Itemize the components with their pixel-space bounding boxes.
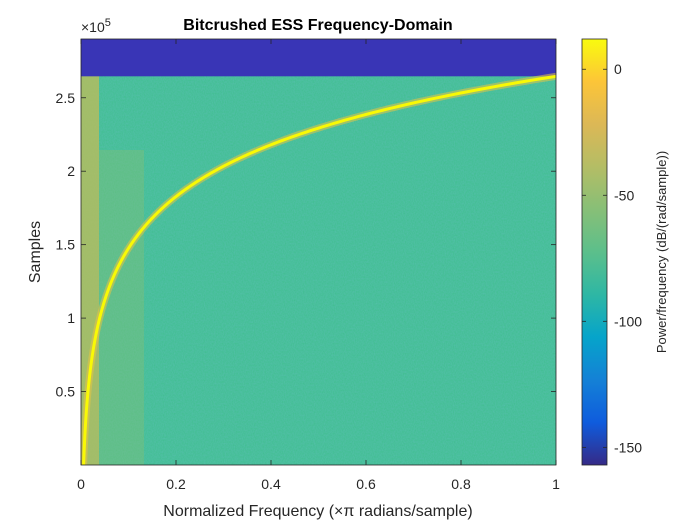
y-axis-label: Samples	[27, 221, 44, 283]
colorbar-tick-label: 0	[614, 61, 622, 77]
x-tick-label: 0.4	[261, 476, 281, 492]
x-tick-label: 0	[77, 476, 85, 492]
x-tick-label: 0.6	[356, 476, 376, 492]
x-tick-label: 0.2	[166, 476, 186, 492]
colorbar-label: Power/frequency (dB/(rad/sample))	[654, 151, 669, 353]
low-frequency-band	[81, 74, 99, 465]
colorbar-gradient	[582, 39, 607, 465]
colorbar-tick-label: -50	[614, 187, 634, 203]
plot-area	[81, 39, 556, 465]
chart-title: Bitcrushed ESS Frequency-Domain	[183, 17, 452, 34]
y-tick-label: 2.5	[56, 90, 76, 106]
colorbar-frame	[581, 38, 608, 466]
sweep-curve	[82, 74, 556, 465]
plot-frame	[80, 38, 557, 466]
colorbar-tick-label: -150	[614, 439, 642, 455]
colorbar: 0 -50 -100 -150	[581, 38, 642, 466]
y-tick-label: 0.5	[56, 384, 76, 400]
spectrogram-noise-texture	[81, 39, 556, 465]
y-tick-label: 2	[67, 163, 75, 179]
x-axis: 0 0.2 0.4 0.6 0.8 1	[77, 39, 560, 492]
y-tick-label: 1	[67, 310, 75, 326]
empty-region	[81, 39, 556, 77]
x-axis-label: Normalized Frequency (×π radians/sample)	[163, 503, 472, 520]
colorbar-tick-label: -100	[614, 313, 642, 329]
low-frequency-band-glow	[99, 150, 144, 465]
y-axis: 0.5 1 1.5 2 2.5	[56, 90, 556, 400]
y-exponent: ×105	[81, 17, 111, 35]
x-tick-label: 0.8	[451, 476, 471, 492]
x-tick-label: 1	[552, 476, 560, 492]
y-tick-label: 1.5	[56, 237, 76, 253]
